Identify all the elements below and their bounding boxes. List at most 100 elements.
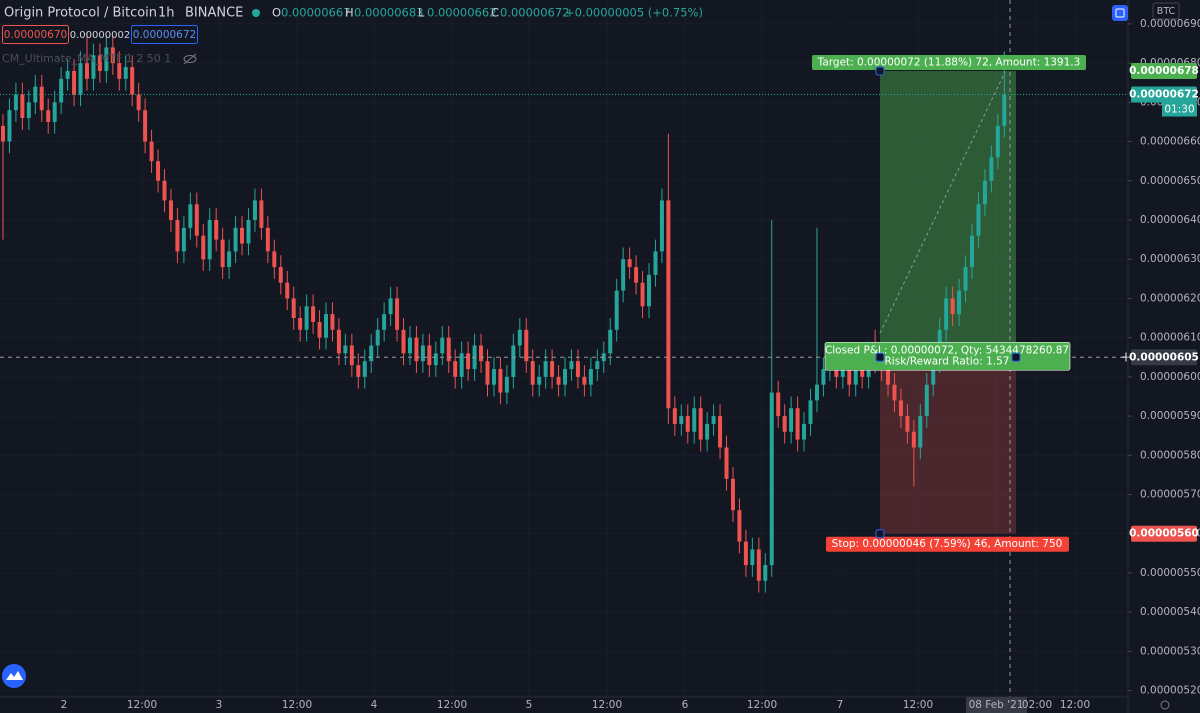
drag-handle[interactable] bbox=[875, 66, 885, 76]
candle-body bbox=[608, 329, 613, 354]
candle-body bbox=[750, 549, 755, 566]
spread: 0.00000002 bbox=[70, 30, 130, 41]
candle-body bbox=[504, 376, 509, 393]
crosshair-plus: + bbox=[1120, 349, 1132, 365]
candle-body bbox=[220, 239, 225, 268]
candle-body bbox=[336, 329, 341, 354]
candle-body bbox=[634, 267, 639, 283]
candle-body bbox=[724, 447, 729, 479]
candle-body bbox=[401, 329, 406, 354]
y-tick-label: 0.00000550 bbox=[1140, 567, 1200, 579]
candle-body bbox=[595, 361, 600, 370]
candle-body bbox=[304, 306, 309, 330]
drag-handle[interactable] bbox=[875, 529, 885, 539]
candle-body bbox=[679, 416, 684, 424]
target-label-box bbox=[812, 54, 1086, 70]
ohlc-key: H bbox=[345, 6, 354, 20]
candle-body bbox=[789, 408, 794, 432]
sell-price[interactable]: 0.00000670 bbox=[4, 29, 67, 41]
candle-body bbox=[743, 541, 748, 566]
candle-body bbox=[550, 361, 555, 377]
candle-body bbox=[944, 298, 949, 330]
candle-body bbox=[627, 259, 632, 268]
logo[interactable] bbox=[2, 664, 26, 688]
x-tick-label: 02:00 bbox=[1022, 699, 1052, 711]
candle-body bbox=[214, 220, 219, 240]
candle-body bbox=[905, 416, 910, 432]
candle-body bbox=[563, 369, 568, 385]
candle-body bbox=[181, 227, 186, 252]
ratio-label: Risk/Reward Ratio: 1.57 bbox=[885, 355, 1010, 367]
candle-body bbox=[175, 220, 180, 252]
ohlc-value: 0.00000667 bbox=[281, 6, 351, 20]
candle-body bbox=[543, 361, 548, 377]
candle-body bbox=[459, 353, 464, 377]
stop-label: Stop: 0.00000046 (7.59%) 46, Amount: 750 bbox=[832, 538, 1063, 550]
candle-body bbox=[240, 227, 245, 244]
sell-button[interactable] bbox=[2, 25, 69, 44]
candle-body bbox=[776, 392, 781, 417]
drag-handle[interactable] bbox=[875, 352, 885, 362]
candle-body bbox=[110, 47, 115, 64]
price-marker-label: 0.00000672 bbox=[1129, 89, 1199, 101]
currency-box[interactable] bbox=[1152, 2, 1180, 20]
candle-body bbox=[395, 298, 400, 330]
candle-body bbox=[950, 298, 955, 315]
candle-body bbox=[427, 345, 432, 366]
candle-body bbox=[388, 298, 393, 315]
ohlc-value: 0.00000672 bbox=[500, 6, 570, 20]
y-tick-label: 0.00000530 bbox=[1140, 645, 1200, 657]
candle-body bbox=[685, 416, 690, 432]
ohlc-key: O bbox=[272, 6, 281, 20]
candle-body bbox=[349, 345, 354, 366]
buy-price[interactable]: 0.00000672 bbox=[133, 29, 196, 41]
x-tick-label: 08 Feb '21 bbox=[969, 699, 1024, 711]
price-marker-label: 0.00000560 bbox=[1129, 528, 1199, 540]
candle-body bbox=[104, 47, 109, 71]
x-tick-label: 12:00 bbox=[127, 699, 157, 711]
candle-body bbox=[982, 180, 987, 205]
candle-body bbox=[26, 102, 31, 119]
candle-body bbox=[569, 361, 574, 370]
interval[interactable]: 1h bbox=[158, 6, 175, 21]
candle-body bbox=[156, 161, 161, 181]
drag-handle[interactable] bbox=[1011, 352, 1021, 362]
y-tick-label: 0.00000540 bbox=[1140, 606, 1200, 618]
time-settings-icon[interactable] bbox=[1160, 700, 1170, 710]
candle-body bbox=[252, 200, 257, 220]
candle-body bbox=[265, 227, 270, 252]
candle-body bbox=[957, 290, 962, 315]
candle-body bbox=[737, 510, 742, 542]
candle-body bbox=[84, 63, 89, 79]
candle-body bbox=[7, 110, 12, 142]
candle-body bbox=[414, 337, 419, 362]
indicator-legend[interactable]: CM_Ultimate_MA_MTF 1 2 50 1 bbox=[2, 52, 171, 65]
y-tick-label: 0.00000650 bbox=[1140, 175, 1200, 187]
candle-body bbox=[233, 227, 238, 252]
price-marker-label: 0.00000678 bbox=[1129, 65, 1199, 77]
settings-icon[interactable] bbox=[1112, 5, 1128, 21]
market-status[interactable] bbox=[252, 9, 260, 17]
candle-body bbox=[33, 86, 38, 103]
candle-body bbox=[330, 314, 335, 330]
candle-body bbox=[970, 235, 974, 268]
candle-body bbox=[892, 384, 897, 401]
currency[interactable]: BTC bbox=[1157, 6, 1176, 17]
candle-body bbox=[730, 478, 735, 511]
symbol[interactable]: Origin Protocol / Bitcoin bbox=[4, 6, 157, 21]
candle-body bbox=[227, 251, 232, 268]
candle-body bbox=[356, 365, 361, 377]
buy-button[interactable] bbox=[131, 25, 198, 44]
candle-body bbox=[72, 70, 77, 95]
visibility-icon[interactable] bbox=[183, 53, 197, 65]
candle-body bbox=[640, 282, 645, 307]
candle-body bbox=[918, 416, 923, 448]
candle-body bbox=[808, 400, 813, 424]
candle-body bbox=[989, 157, 994, 181]
candle-body bbox=[130, 67, 135, 95]
countdown: 01:30 bbox=[1164, 104, 1194, 116]
y-tick-label: 0.00000660 bbox=[1140, 136, 1200, 148]
candle-body bbox=[168, 200, 173, 220]
candle-body bbox=[246, 220, 251, 244]
y-tick-label: 0.00000690 bbox=[1140, 18, 1200, 30]
